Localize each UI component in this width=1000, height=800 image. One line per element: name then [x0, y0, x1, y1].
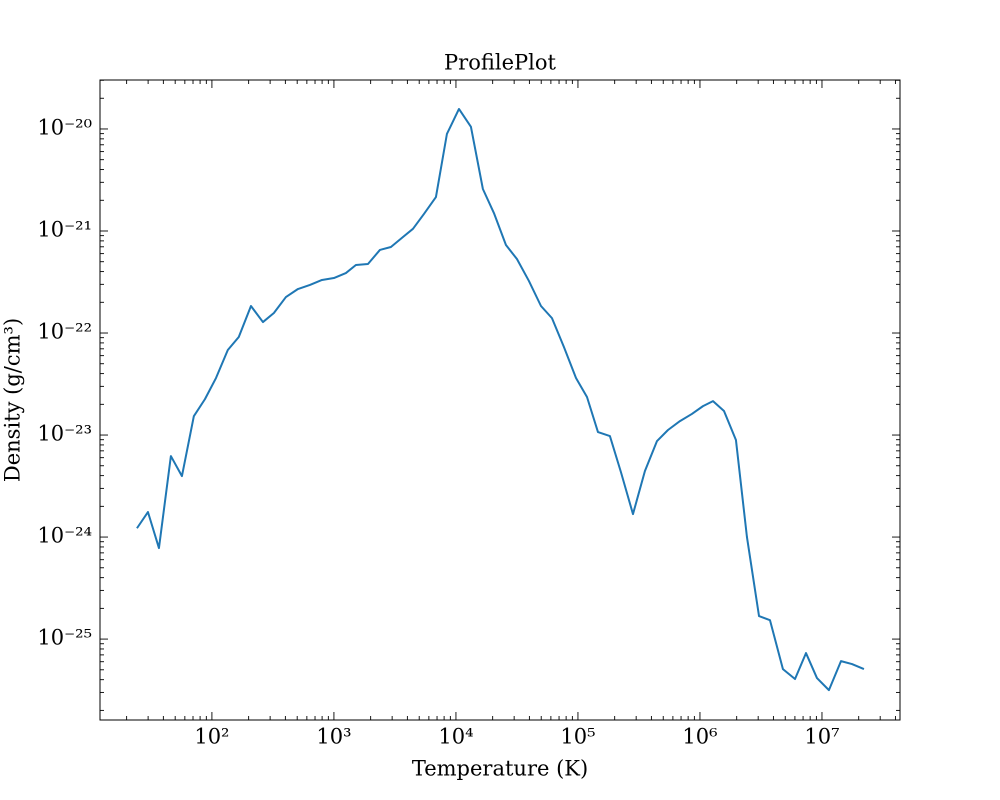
- y-tick-label: 10⁻²⁴: [37, 524, 92, 548]
- y-axis-label: Density (g/cm³): [1, 318, 25, 482]
- plot-frame: [99, 79, 901, 721]
- y-tick-label: 10⁻²³: [37, 422, 92, 446]
- x-tick-label: 10⁵: [560, 725, 595, 749]
- y-tick-label: 10⁻²¹: [37, 217, 92, 241]
- y-tick-label: 10⁻²⁵: [37, 626, 92, 650]
- x-tick-label: 10⁶: [682, 725, 717, 749]
- x-tick-label: 10⁴: [438, 725, 473, 749]
- x-tick-label: 10⁷: [804, 725, 839, 749]
- x-tick-label: 10²: [194, 725, 229, 749]
- x-axis-label: Temperature (K): [412, 757, 588, 781]
- x-tick-label: 10³: [316, 725, 351, 749]
- chart-title: ProfilePlot: [444, 51, 556, 75]
- y-tick-label: 10⁻²²: [37, 320, 92, 344]
- y-tick-label: 10⁻²⁰: [37, 115, 92, 139]
- data-line: [136, 107, 865, 692]
